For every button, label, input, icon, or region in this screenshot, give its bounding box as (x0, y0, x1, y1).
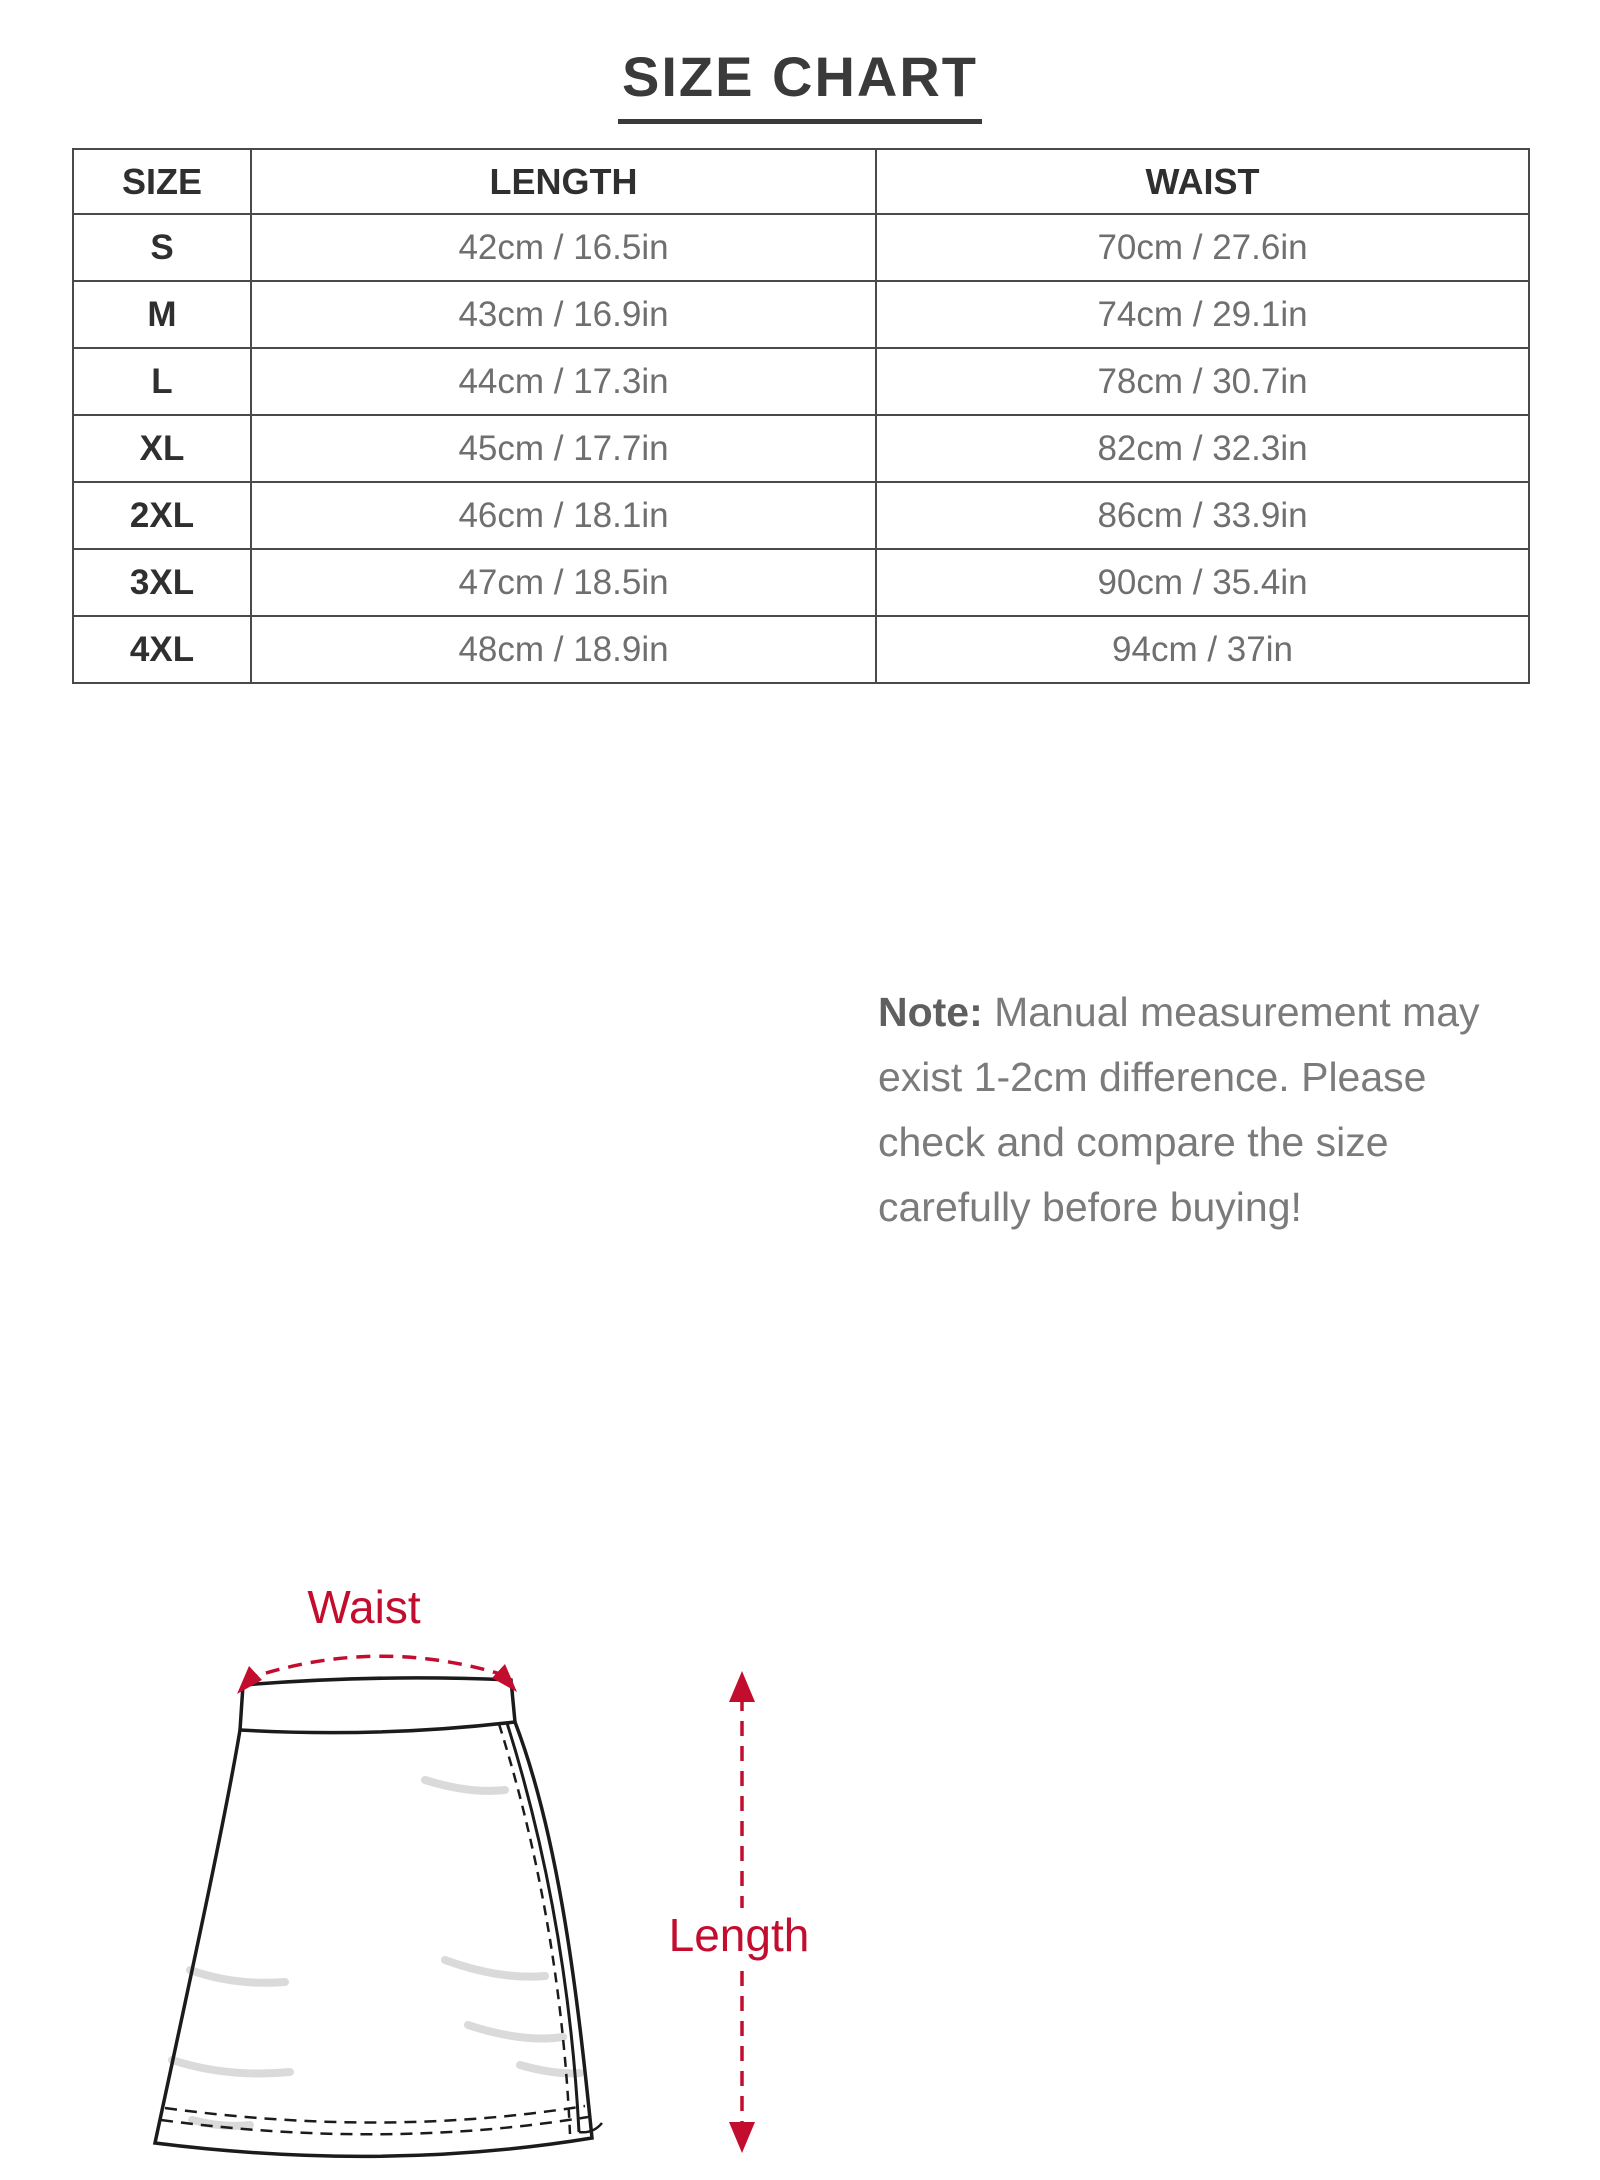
table-header-row: SIZE LENGTH WAIST (72, 148, 1530, 215)
waist-arrowhead-left-icon (237, 1666, 262, 1694)
waist-arrowhead-right-icon (492, 1664, 517, 1692)
length-cell: 42cm / 16.5in (250, 213, 877, 282)
header-size: SIZE (72, 148, 252, 215)
skirt-drawing (152, 1654, 603, 2159)
size-cell: M (72, 280, 252, 349)
skirt-wrinkles (168, 1776, 584, 2130)
table-row: M 43cm / 16.9in 74cm / 29.1in (72, 280, 1530, 349)
skirt-outline (152, 1676, 603, 2159)
table-row: L 44cm / 17.3in 78cm / 30.7in (72, 347, 1530, 416)
length-cell: 44cm / 17.3in (250, 347, 877, 416)
size-cell: S (72, 213, 252, 282)
size-cell: 4XL (72, 615, 252, 684)
note-line-2: exist 1-2cm difference. Please (878, 1054, 1427, 1100)
header-length: LENGTH (250, 148, 877, 215)
waist-cell: 74cm / 29.1in (875, 280, 1530, 349)
length-arrowhead-down-icon (729, 2122, 755, 2153)
size-table: SIZE LENGTH WAIST S 42cm / 16.5in 70cm /… (72, 148, 1530, 684)
size-cell: XL (72, 414, 252, 483)
size-cell: 3XL (72, 548, 252, 617)
note-text: Note: Manual measurement may exist 1-2cm… (878, 980, 1508, 1240)
length-cell: 43cm / 16.9in (250, 280, 877, 349)
size-cell: 2XL (72, 481, 252, 550)
table-row: 4XL 48cm / 18.9in 94cm / 37in (72, 615, 1530, 684)
waist-cell: 82cm / 32.3in (875, 414, 1530, 483)
note-line-1: Note: Manual measurement may (878, 980, 1508, 1045)
waist-cell: 78cm / 30.7in (875, 347, 1530, 416)
waist-cell: 86cm / 33.9in (875, 481, 1530, 550)
waist-cell: 90cm / 35.4in (875, 548, 1530, 617)
note-label: Note: (878, 989, 983, 1035)
length-cell: 47cm / 18.5in (250, 548, 877, 617)
size-chart-page: SIZE CHART SIZE LENGTH WAIST S 42cm / 16… (0, 44, 1600, 2159)
table-row: S 42cm / 16.5in 70cm / 27.6in (72, 213, 1530, 282)
table-row: 2XL 46cm / 18.1in 86cm / 33.9in (72, 481, 1530, 550)
title-wrap: SIZE CHART (0, 44, 1600, 124)
table-row: XL 45cm / 17.7in 82cm / 32.3in (72, 414, 1530, 483)
table-row: 3XL 47cm / 18.5in 90cm / 35.4in (72, 548, 1530, 617)
waist-measure-arrow (237, 1654, 517, 1694)
waist-cell: 94cm / 37in (875, 615, 1530, 684)
waist-label: Waist (307, 1581, 421, 1633)
length-cell: 46cm / 18.1in (250, 481, 877, 550)
note-line-3: check and compare the size (878, 1119, 1389, 1165)
size-cell: L (72, 347, 252, 416)
page-title: SIZE CHART (618, 44, 982, 124)
waist-cell: 70cm / 27.6in (875, 213, 1530, 282)
length-arrowhead-up-icon (729, 1671, 755, 1702)
note-line-1-rest: Manual measurement may (982, 989, 1480, 1035)
header-waist: WAIST (875, 148, 1530, 215)
length-cell: 48cm / 18.9in (250, 615, 877, 684)
length-cell: 45cm / 17.7in (250, 414, 877, 483)
length-label: Length (664, 1908, 814, 1962)
note-line-4: carefully before buying! (878, 1184, 1302, 1230)
